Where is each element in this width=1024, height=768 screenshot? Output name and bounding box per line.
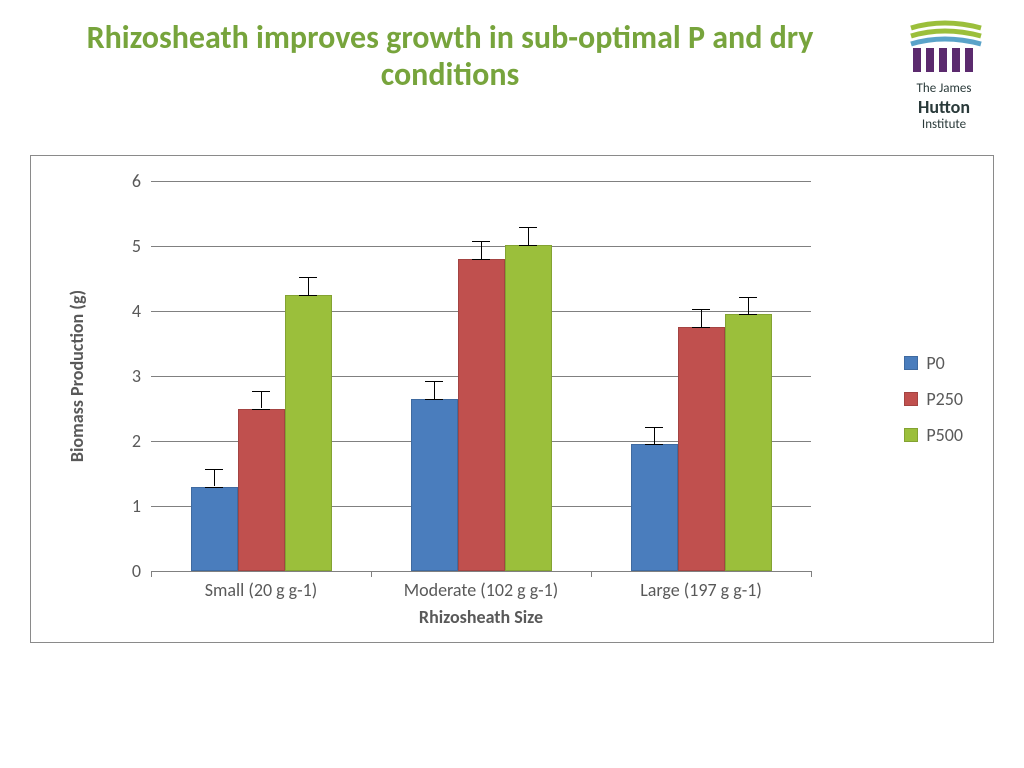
- plot-area: 0123456Small (20 g g-1)Moderate (102 g g…: [151, 181, 811, 571]
- logo: The James Hutton Institute: [894, 20, 994, 133]
- gridline: [151, 181, 811, 182]
- bar-p250-2: [678, 327, 725, 571]
- y-tick-label: 1: [132, 495, 151, 517]
- error-cap: [252, 391, 270, 392]
- error-cap: [472, 241, 490, 242]
- legend-item-p0: P0: [904, 352, 963, 374]
- error-cap: [205, 469, 223, 470]
- chart-container: 0 1 2 3 4 5 6 Small (20 g g-1) Moderate (102 g g…: [30, 155, 994, 643]
- error-cap: [425, 381, 443, 382]
- bar-p500-0: [285, 295, 332, 571]
- error-cap: [739, 297, 757, 298]
- error-cap: [205, 487, 223, 488]
- error-cap: [692, 309, 710, 310]
- y-tick-label: 2: [132, 430, 151, 452]
- error-cap: [472, 259, 490, 260]
- error-cap: [252, 409, 270, 410]
- error-cap: [739, 314, 757, 315]
- hutton-logo-icon: [899, 20, 989, 75]
- error-bar: [261, 391, 262, 409]
- legend-item-p250: P250: [904, 388, 963, 410]
- logo-text-2: Hutton: [894, 97, 994, 118]
- x-axis-title: Rhizosheath Size: [419, 606, 543, 628]
- error-bar: [308, 277, 309, 295]
- error-cap: [519, 245, 537, 246]
- y-tick-label: 4: [132, 300, 151, 322]
- y-tick-label: 6: [132, 170, 151, 192]
- bar-p0-0: [191, 487, 238, 572]
- legend-label: P0: [926, 352, 944, 374]
- y-tick-label: 5: [132, 235, 151, 257]
- error-bar: [481, 241, 482, 259]
- bar-p250-0: [238, 409, 285, 572]
- x-separator: [811, 571, 812, 577]
- bar-p0-1: [411, 399, 458, 571]
- legend: P0 P250 P500: [904, 338, 963, 460]
- x-separator: [151, 571, 152, 577]
- error-cap: [645, 444, 663, 445]
- x-tick-label: Large (197 g g-1): [640, 571, 762, 601]
- error-bar: [528, 227, 529, 245]
- x-separator: [591, 571, 592, 577]
- legend-swatch: [904, 428, 918, 442]
- error-cap: [425, 399, 443, 400]
- legend-swatch: [904, 392, 918, 406]
- y-tick-label: 0: [132, 560, 151, 582]
- legend-label: P250: [926, 388, 963, 410]
- y-axis-title: Biomass Production (g): [66, 290, 88, 462]
- error-cap: [645, 427, 663, 428]
- bar-p500-1: [505, 245, 552, 571]
- bar-p0-2: [631, 444, 678, 571]
- error-cap: [692, 327, 710, 328]
- slide: Rhizosheath improves growth in sub-optim…: [0, 0, 1024, 768]
- error-bar: [701, 309, 702, 327]
- error-bar: [654, 427, 655, 445]
- error-cap: [519, 227, 537, 228]
- legend-swatch: [904, 356, 918, 370]
- error-cap: [299, 277, 317, 278]
- legend-item-p500: P500: [904, 424, 963, 446]
- bar-p500-2: [725, 314, 772, 571]
- error-bar: [214, 469, 215, 487]
- x-tick-label: Small (20 g g-1): [205, 571, 317, 601]
- bar-p250-1: [458, 259, 505, 571]
- logo-text-1: The James: [894, 82, 994, 97]
- page-title: Rhizosheath improves growth in sub-optim…: [40, 20, 860, 94]
- error-cap: [299, 295, 317, 296]
- legend-label: P500: [926, 424, 963, 446]
- x-separator: [371, 571, 372, 577]
- error-bar: [434, 381, 435, 399]
- logo-text-3: Institute: [894, 118, 994, 133]
- x-tick-label: Moderate (102 g g-1): [404, 571, 559, 601]
- error-bar: [748, 297, 749, 315]
- y-tick-label: 3: [132, 365, 151, 387]
